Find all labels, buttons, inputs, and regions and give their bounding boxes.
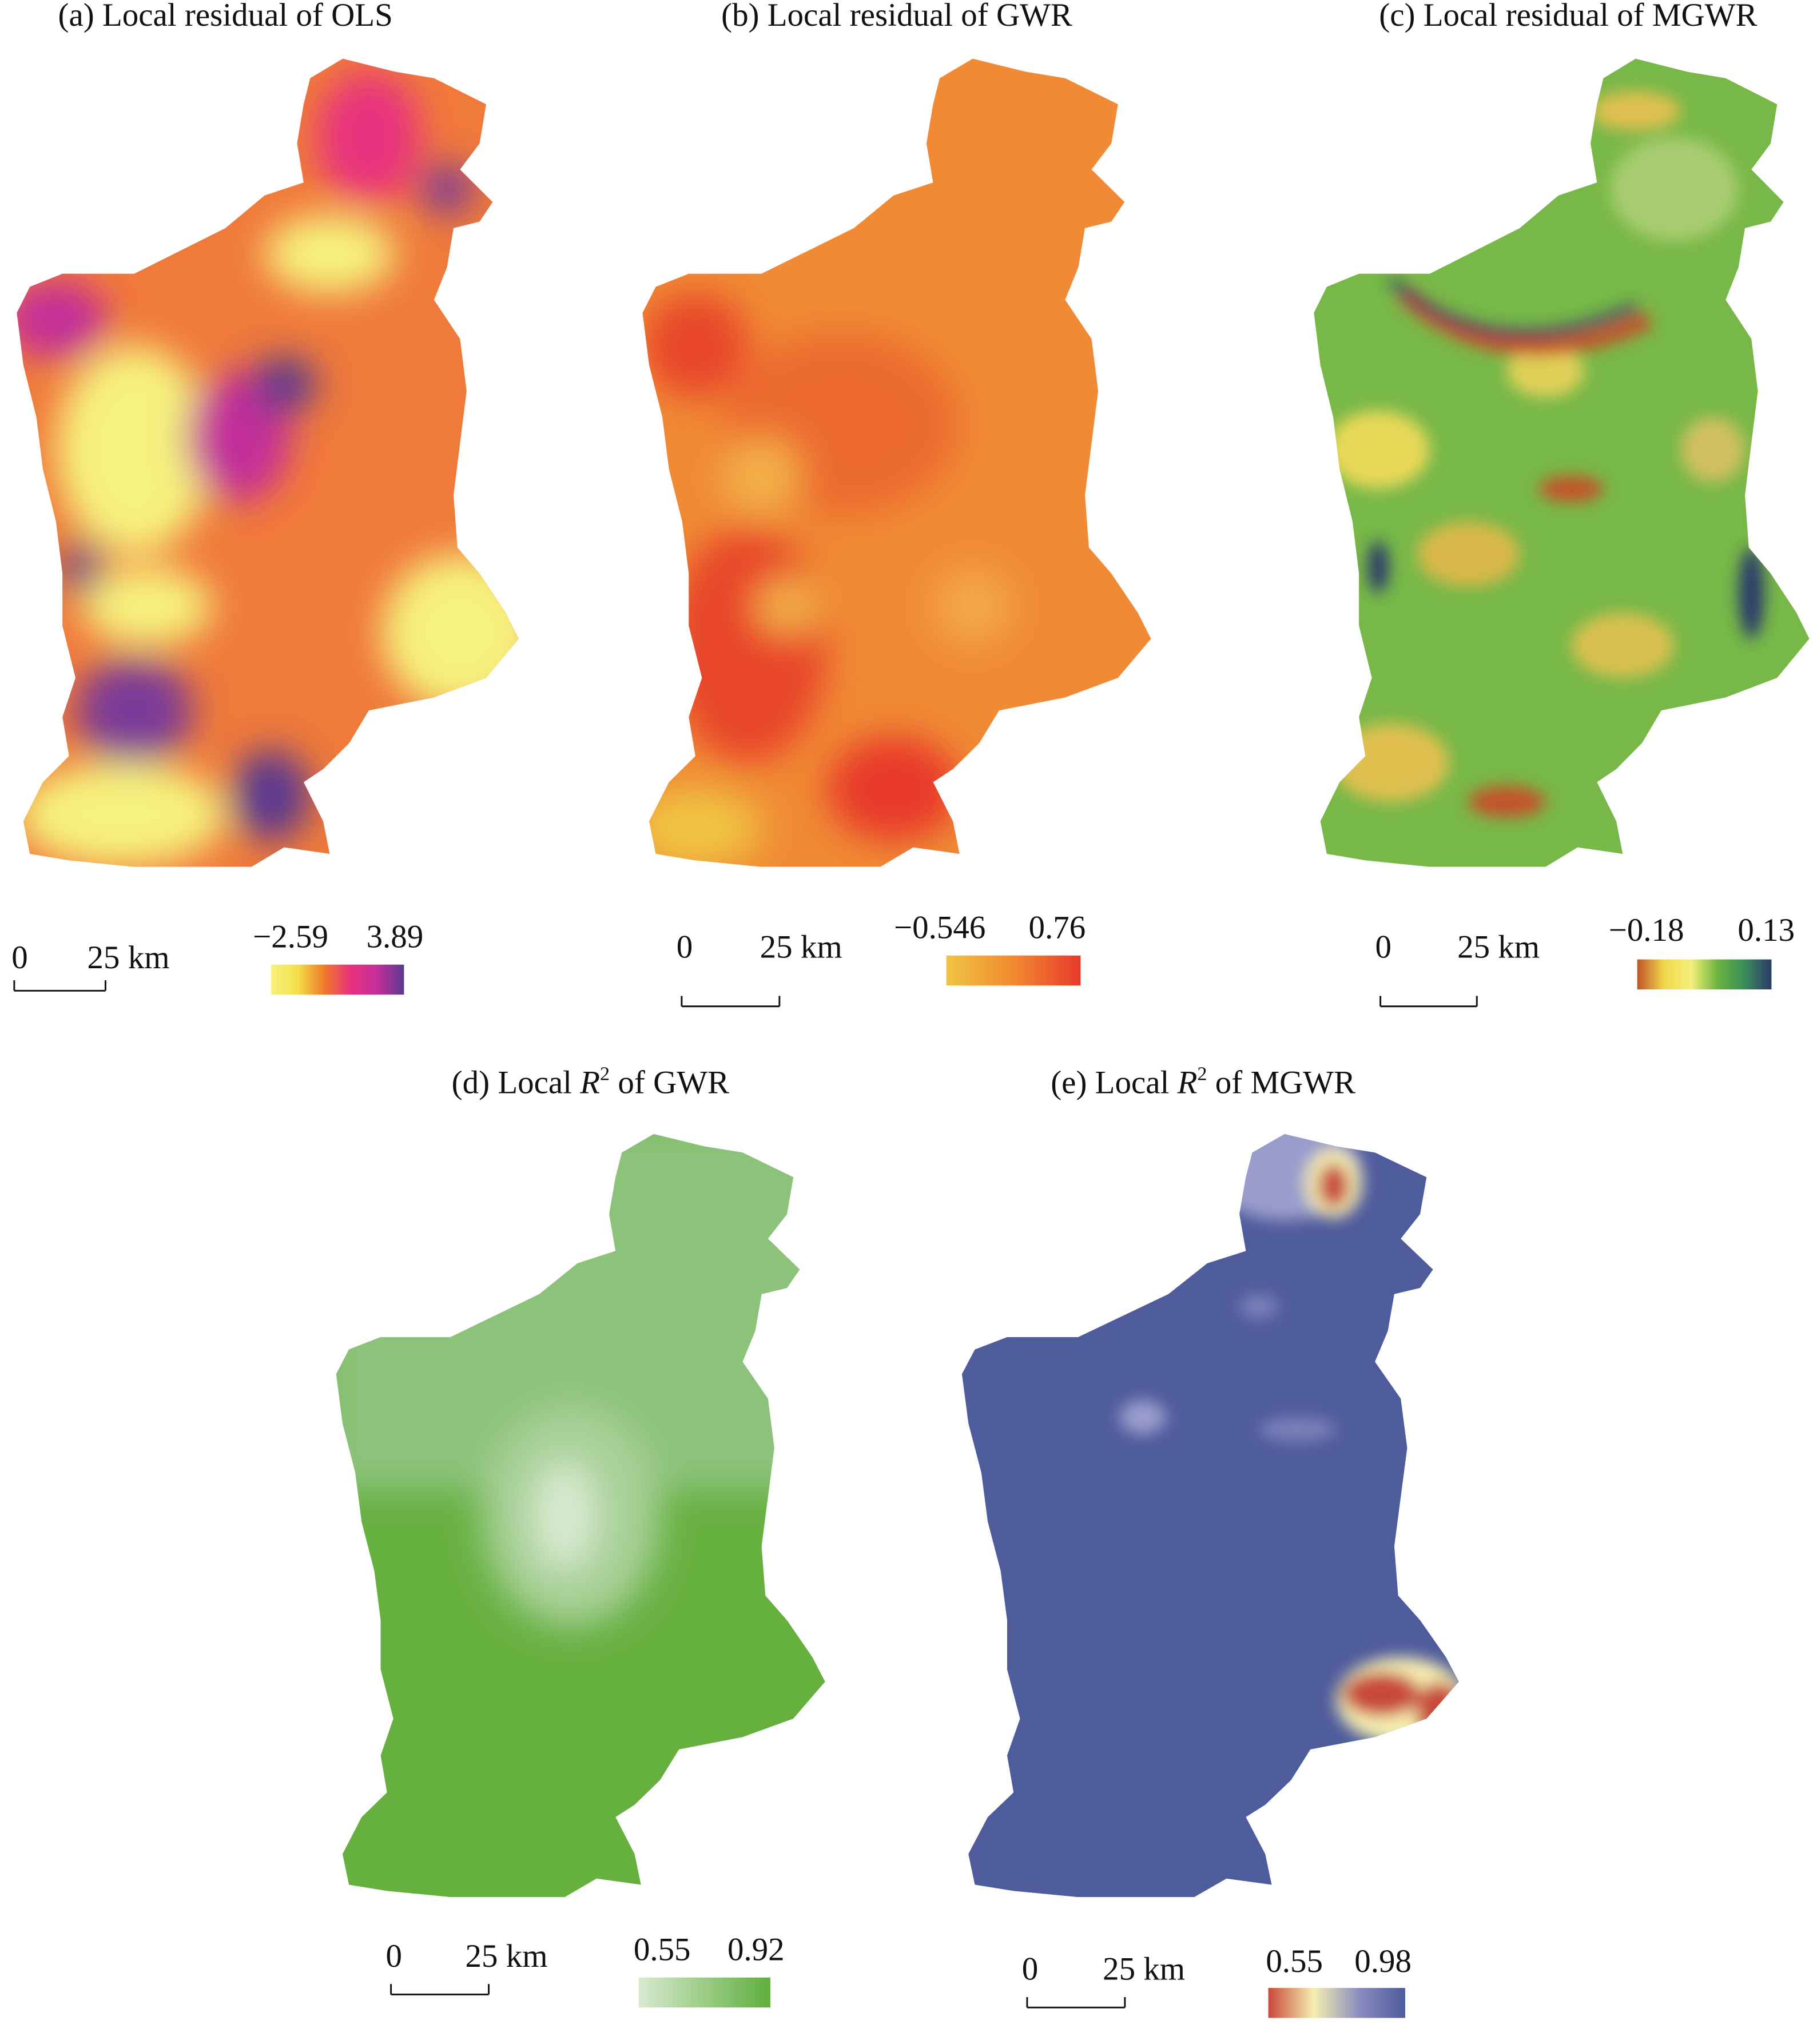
panel-title: (c) Local residual of MGWR [1379,0,1757,33]
legend-max: 0.13 [1738,912,1795,948]
title-symbol: R [1177,1065,1198,1101]
map-ols-residual [17,58,519,867]
map-mgwr-residual [1314,58,1810,867]
legend-max: 0.98 [1354,1943,1412,1979]
legend-min: 0.55 [1266,1943,1323,1979]
panel-title: (b) Local residual of GWR [721,0,1072,33]
scale-end: 25 km [760,929,842,965]
legend-colorbar [271,964,404,995]
title-text: of GWR [610,1065,729,1101]
legend-colorbar [1268,1987,1405,2018]
panel-title: (d) Local R2 of GWR [452,1063,729,1100]
scale-start: 0 [1375,929,1391,965]
legend-max: 0.92 [727,1932,785,1968]
scale-start: 0 [11,940,27,976]
legend-max: 3.89 [367,918,424,955]
panel-title: (e) Local R2 of MGWR [1051,1063,1355,1100]
legend-min: −0.546 [894,910,985,946]
legend-min: 0.55 [634,1932,691,1968]
scale-start: 0 [385,1938,401,1974]
legend-min: −2.59 [253,918,328,955]
scale-end: 25 km [88,940,170,976]
legend-colorbar [1637,959,1772,990]
scale-end: 25 km [466,1938,548,1974]
map-mgwr-r2 [961,1134,1459,1898]
panel-title: (a) Local residual of OLS [58,0,392,33]
title-symbol: R [579,1065,600,1101]
scale-start: 0 [1022,1951,1038,1987]
title-text: (d) Local [452,1065,581,1101]
title-text: of MGWR [1207,1065,1356,1101]
legend-colorbar [638,1977,770,2008]
scale-end: 25 km [1103,1951,1185,1987]
title-superscript: 2 [600,1063,610,1084]
legend-min: −0.18 [1609,912,1684,948]
map-gwr-r2 [336,1134,825,1898]
legend-colorbar [946,955,1081,986]
legend-max: 0.76 [1028,910,1086,946]
scale-end: 25 km [1457,929,1540,965]
title-superscript: 2 [1197,1063,1207,1084]
title-text: (e) Local [1051,1065,1177,1101]
scale-start: 0 [677,929,693,965]
map-gwr-residual [642,58,1151,867]
